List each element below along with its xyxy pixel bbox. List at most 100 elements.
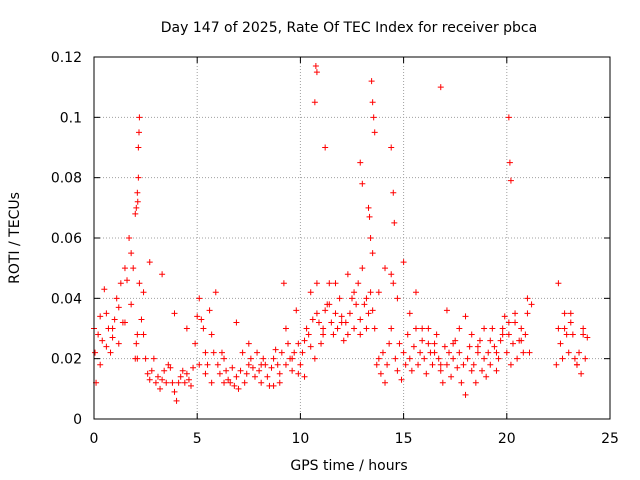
data-point bbox=[509, 340, 516, 347]
data-point bbox=[95, 331, 102, 338]
data-point bbox=[121, 319, 128, 326]
data-point bbox=[167, 364, 174, 371]
x-axis-label: GPS time / hours bbox=[290, 458, 407, 474]
data-point bbox=[135, 174, 142, 181]
data-point bbox=[435, 355, 442, 362]
data-point bbox=[365, 204, 372, 211]
data-point bbox=[175, 379, 182, 386]
data-point bbox=[161, 367, 168, 374]
data-point bbox=[208, 331, 215, 338]
data-point bbox=[355, 280, 362, 287]
data-point bbox=[369, 307, 376, 314]
data-point bbox=[567, 319, 574, 326]
data-point bbox=[109, 325, 116, 332]
data-point bbox=[293, 307, 300, 314]
data-point bbox=[369, 99, 376, 106]
data-point bbox=[390, 189, 397, 196]
data-point bbox=[437, 84, 444, 91]
data-point bbox=[190, 364, 197, 371]
data-point bbox=[553, 361, 560, 368]
data-point bbox=[518, 337, 525, 344]
data-point bbox=[561, 310, 568, 317]
data-point bbox=[117, 280, 124, 287]
data-point bbox=[406, 355, 413, 362]
data-point bbox=[338, 313, 345, 320]
data-point bbox=[382, 265, 389, 272]
data-point bbox=[338, 319, 345, 326]
data-point bbox=[506, 159, 513, 166]
data-point bbox=[404, 331, 411, 338]
y-tick-label: 0.08 bbox=[51, 171, 82, 187]
data-point bbox=[431, 340, 438, 347]
data-point bbox=[454, 364, 461, 371]
data-point bbox=[332, 310, 339, 317]
data-point bbox=[497, 337, 504, 344]
data-point bbox=[188, 382, 195, 389]
data-point bbox=[448, 373, 455, 380]
data-point bbox=[312, 63, 319, 70]
data-point bbox=[359, 180, 366, 187]
data-point bbox=[366, 213, 373, 220]
data-point bbox=[282, 361, 289, 368]
data-point bbox=[276, 370, 283, 377]
data-point bbox=[353, 301, 360, 308]
data-point bbox=[357, 316, 364, 323]
data-point bbox=[301, 373, 308, 380]
data-point bbox=[351, 289, 358, 296]
data-point bbox=[210, 349, 217, 356]
data-point bbox=[464, 355, 471, 362]
data-point bbox=[165, 361, 172, 368]
data-point bbox=[458, 379, 465, 386]
data-point bbox=[410, 343, 417, 350]
data-point bbox=[173, 397, 180, 404]
data-point bbox=[468, 331, 475, 338]
data-point bbox=[225, 376, 232, 383]
data-point bbox=[278, 349, 285, 356]
data-point bbox=[443, 307, 450, 314]
data-point bbox=[555, 325, 562, 332]
data-point bbox=[483, 373, 490, 380]
data-point bbox=[452, 337, 459, 344]
data-point bbox=[456, 325, 463, 332]
data-point bbox=[481, 355, 488, 362]
data-point bbox=[92, 349, 99, 356]
data-point bbox=[115, 340, 122, 347]
data-point bbox=[417, 349, 424, 356]
data-point bbox=[375, 355, 382, 362]
data-point bbox=[208, 379, 215, 386]
data-point bbox=[371, 129, 378, 136]
data-point bbox=[221, 355, 228, 362]
data-point bbox=[474, 343, 481, 350]
data-point bbox=[470, 361, 477, 368]
data-point bbox=[368, 78, 375, 85]
data-point bbox=[391, 219, 398, 226]
data-point bbox=[400, 259, 407, 266]
data-point bbox=[313, 310, 320, 317]
data-point bbox=[344, 271, 351, 278]
data-point bbox=[249, 364, 256, 371]
data-point bbox=[134, 198, 141, 205]
data-point bbox=[518, 325, 525, 332]
data-point bbox=[270, 382, 277, 389]
x-tick-label: 15 bbox=[395, 431, 413, 447]
data-point bbox=[573, 361, 580, 368]
data-point bbox=[487, 361, 494, 368]
data-point bbox=[437, 361, 444, 368]
data-point bbox=[425, 340, 432, 347]
x-tick-label: 0 bbox=[90, 431, 99, 447]
data-point bbox=[136, 280, 143, 287]
data-point bbox=[563, 331, 570, 338]
data-point bbox=[154, 373, 161, 380]
data-point bbox=[264, 373, 271, 380]
data-point bbox=[101, 286, 108, 293]
data-point bbox=[202, 370, 209, 377]
data-point bbox=[388, 271, 395, 278]
data-point bbox=[528, 301, 535, 308]
data-point bbox=[375, 289, 382, 296]
data-point bbox=[450, 355, 457, 362]
data-point bbox=[128, 250, 135, 257]
y-axis-label: ROTI / TECUs bbox=[7, 192, 23, 284]
data-point bbox=[237, 367, 244, 374]
data-point bbox=[214, 361, 221, 368]
x-tick-label: 10 bbox=[291, 431, 309, 447]
